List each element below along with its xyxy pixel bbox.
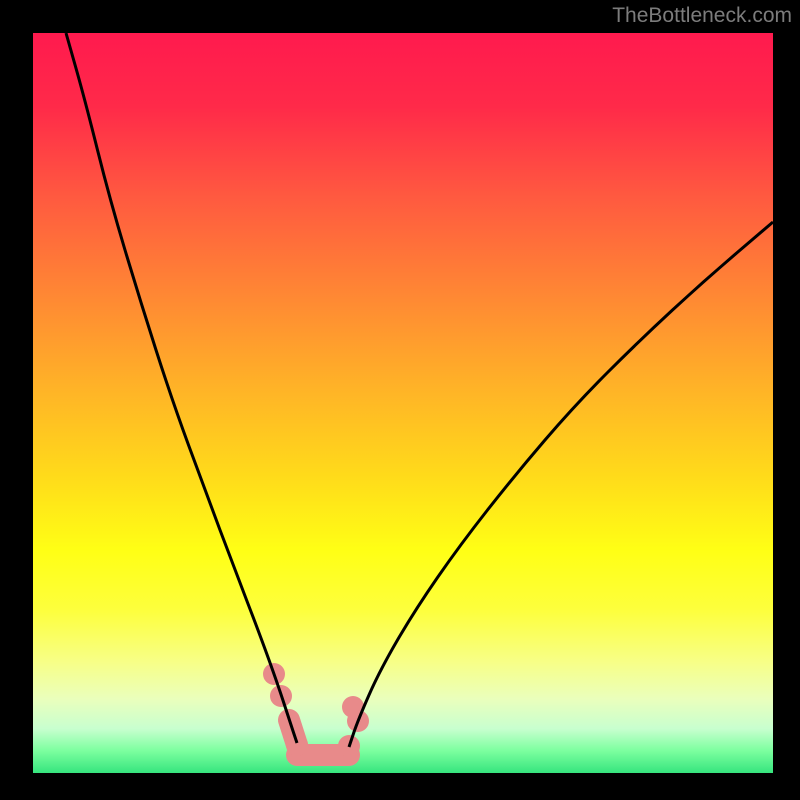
chart-svg: [0, 0, 800, 800]
gradient-background: [33, 33, 773, 773]
watermark-text: TheBottleneck.com: [612, 4, 792, 28]
marker-dot: [286, 734, 308, 756]
outer-frame: TheBottleneck.com: [0, 0, 800, 800]
